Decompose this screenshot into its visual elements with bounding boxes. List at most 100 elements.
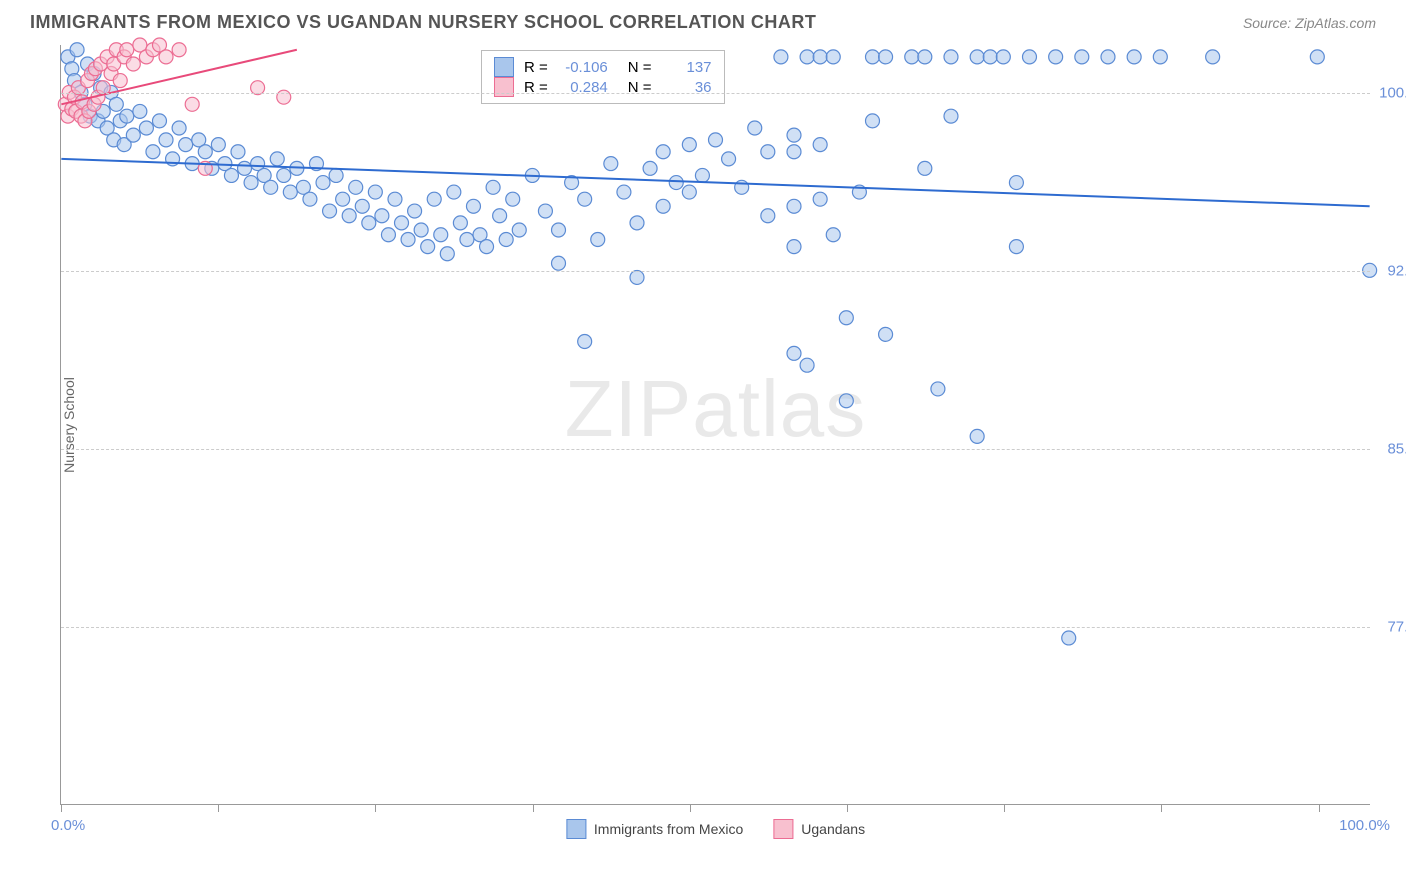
data-point — [591, 233, 605, 247]
data-point — [643, 161, 657, 175]
y-tick-label: 77.5% — [1387, 618, 1406, 635]
data-point — [1206, 50, 1220, 64]
data-point — [244, 176, 258, 190]
data-point — [879, 327, 893, 341]
data-point — [800, 358, 814, 372]
data-point — [866, 50, 880, 64]
data-point — [1310, 50, 1324, 64]
data-point — [722, 152, 736, 166]
data-point — [375, 209, 389, 223]
y-tick-label: 92.5% — [1387, 262, 1406, 279]
chart-area: Nursery School ZIPatlas R =-0.106N =137R… — [60, 45, 1370, 805]
data-point — [669, 176, 683, 190]
r-value: -0.106 — [558, 59, 608, 76]
data-point — [512, 223, 526, 237]
data-point — [970, 429, 984, 443]
data-point — [329, 168, 343, 182]
data-point — [453, 216, 467, 230]
x-tick — [847, 804, 848, 812]
data-point — [238, 161, 252, 175]
data-point — [388, 192, 402, 206]
data-point — [480, 240, 494, 254]
data-point — [682, 185, 696, 199]
data-point — [368, 185, 382, 199]
data-point — [983, 50, 997, 64]
data-point — [408, 204, 422, 218]
data-point — [552, 223, 566, 237]
data-point — [120, 43, 134, 57]
data-point — [918, 50, 932, 64]
data-point — [839, 311, 853, 325]
legend-item: Immigrants from Mexico — [566, 819, 743, 839]
data-point — [499, 233, 513, 247]
data-point — [1075, 50, 1089, 64]
data-point — [381, 228, 395, 242]
stats-row: R =0.284N =36 — [494, 77, 712, 97]
data-point — [682, 138, 696, 152]
data-point — [787, 240, 801, 254]
data-point — [1153, 50, 1167, 64]
data-point — [466, 199, 480, 213]
data-point — [826, 228, 840, 242]
legend-label: Ugandans — [801, 821, 865, 837]
data-point — [139, 121, 153, 135]
stats-row: R =-0.106N =137 — [494, 57, 712, 77]
grid-line — [61, 271, 1370, 272]
n-value: 137 — [662, 59, 712, 76]
data-point — [813, 192, 827, 206]
source-label: Source: ZipAtlas.com — [1243, 15, 1376, 31]
legend-swatch-icon — [494, 77, 514, 97]
data-point — [630, 216, 644, 230]
data-point — [787, 145, 801, 159]
data-point — [303, 192, 317, 206]
data-point — [787, 199, 801, 213]
data-point — [1009, 176, 1023, 190]
data-point — [109, 97, 123, 111]
data-point — [905, 50, 919, 64]
r-label: R = — [524, 59, 548, 76]
data-point — [395, 216, 409, 230]
data-point — [126, 57, 140, 71]
stats-legend-box: R =-0.106N =137R =0.284N =36 — [481, 50, 725, 104]
data-point — [787, 128, 801, 142]
data-point — [538, 204, 552, 218]
data-point — [709, 133, 723, 147]
grid-line — [61, 627, 1370, 628]
data-point — [224, 168, 238, 182]
data-point — [617, 185, 631, 199]
data-point — [414, 223, 428, 237]
data-point — [231, 145, 245, 159]
data-point — [152, 114, 166, 128]
legend-label: Immigrants from Mexico — [594, 821, 743, 837]
data-point — [813, 138, 827, 152]
data-point — [944, 50, 958, 64]
data-point — [113, 74, 127, 88]
data-point — [336, 192, 350, 206]
x-tick — [1319, 804, 1320, 812]
data-point — [656, 199, 670, 213]
data-point — [486, 180, 500, 194]
data-point — [277, 168, 291, 182]
data-point — [970, 50, 984, 64]
data-point — [931, 382, 945, 396]
data-point — [604, 157, 618, 171]
data-point — [349, 180, 363, 194]
x-axis-end-label: 100.0% — [1339, 817, 1390, 834]
data-point — [1049, 50, 1063, 64]
y-tick-label: 85.0% — [1387, 440, 1406, 457]
data-point — [826, 50, 840, 64]
data-point — [879, 50, 893, 64]
data-point — [172, 43, 186, 57]
data-point — [748, 121, 762, 135]
data-point — [421, 240, 435, 254]
data-point — [355, 199, 369, 213]
data-point — [578, 334, 592, 348]
data-point — [493, 209, 507, 223]
data-point — [185, 97, 199, 111]
data-point — [656, 145, 670, 159]
data-point — [198, 145, 212, 159]
data-point — [342, 209, 356, 223]
data-point — [1127, 50, 1141, 64]
data-point — [996, 50, 1010, 64]
data-point — [401, 233, 415, 247]
